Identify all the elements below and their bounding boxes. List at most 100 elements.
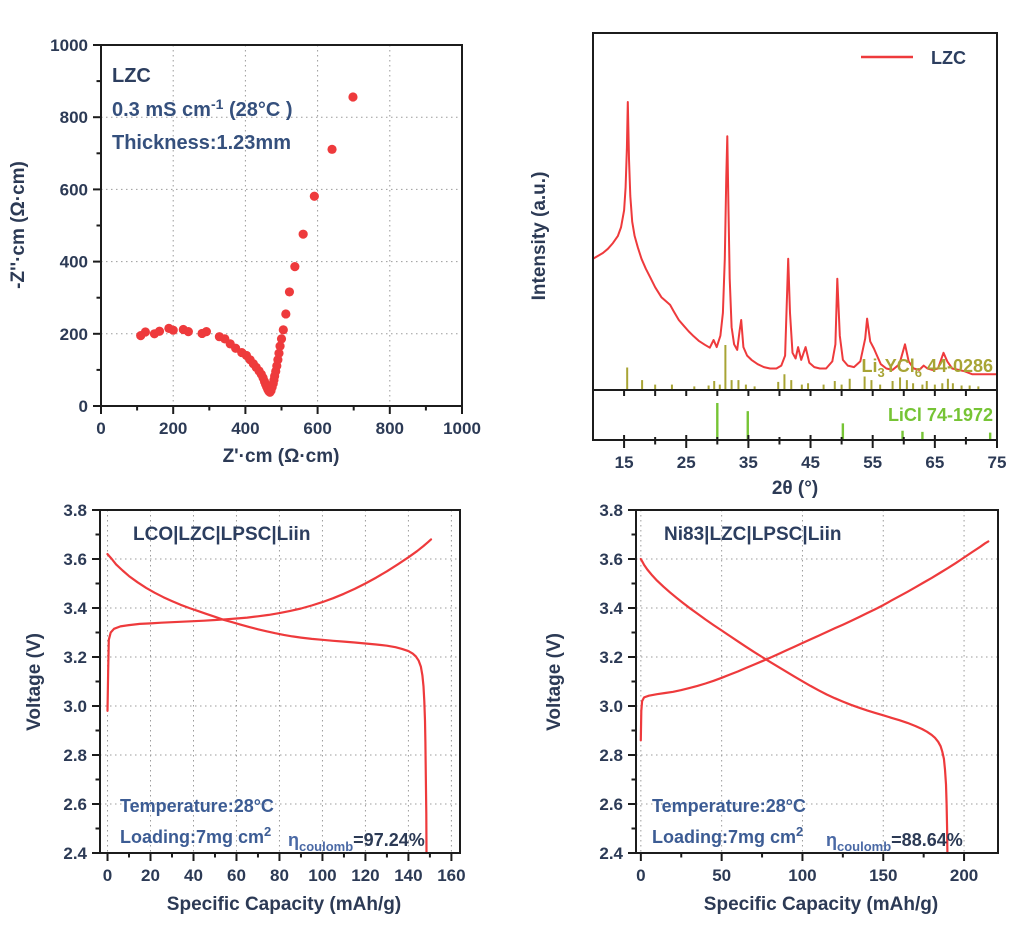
thickness-label: Thickness:1.23mm <box>112 132 291 154</box>
y-tick-label: 800 <box>60 108 88 127</box>
x-tick-label: 100 <box>308 866 336 885</box>
panel-eis-nyquist-plot: 0 200 400 600 800 1000 0 200 400 600 800 1000 Z'·cm … <box>8 36 481 467</box>
x-axis-ticks <box>639 853 966 861</box>
x-tick-label: 140 <box>394 866 422 885</box>
x-tick-label: 160 <box>437 866 465 885</box>
y-tick-label: 3.4 <box>63 599 87 618</box>
discharge-curve <box>106 553 428 855</box>
x-tick-label: 20 <box>141 866 160 885</box>
y-tick-label: 3.0 <box>63 697 87 716</box>
x-axis-title: Z'·cm (Ω·cm) <box>223 446 340 467</box>
data-point <box>281 309 291 319</box>
discharge-curve <box>639 557 949 855</box>
x-axis-title: Specific Capacity (mAh/g) <box>167 894 401 915</box>
y-tick-label: 3.6 <box>63 550 87 569</box>
charge-curve <box>106 538 433 712</box>
x-tick-label: 120 <box>351 866 379 885</box>
x-tick-label: 40 <box>184 866 203 885</box>
x-tick-label: 65 <box>925 453 944 472</box>
y-tick-label: 600 <box>60 180 88 199</box>
data-point <box>168 325 178 335</box>
y-tick-label: 0 <box>79 397 88 416</box>
y-tick-label: 3.2 <box>599 648 623 667</box>
legend-label: LZC <box>931 48 966 68</box>
coulombic-efficiency-label: ηcoulomb=97.24% <box>288 830 425 854</box>
sample-label: LZC <box>112 65 151 87</box>
x-tick-label: 55 <box>863 453 882 472</box>
loading-label: Loading:7mg cm2 <box>652 824 803 847</box>
charge-curve <box>639 540 990 742</box>
data-point <box>201 327 212 337</box>
x-tick-label: 200 <box>159 419 187 438</box>
data-point <box>276 334 287 344</box>
x-tick-label: 0 <box>636 866 645 885</box>
data-point <box>154 326 165 336</box>
panel-ni83-voltage-capacity: 0 50 100 150 200 2.4 2.6 2.8 3.0 3.2 3.4 3.6 3.8 Spec… <box>544 501 999 915</box>
grid-lines <box>100 510 460 853</box>
eis-scatter-series <box>136 92 358 397</box>
x-tick-label: 100 <box>788 866 816 885</box>
coulombic-efficiency-label: ηcoulomb=88.64% <box>826 830 963 854</box>
x-tick-label: 0 <box>103 866 112 885</box>
data-point <box>348 92 358 102</box>
x-tick-label: 35 <box>739 453 758 472</box>
y-tick-label: 400 <box>60 253 88 272</box>
x-tick-label: 200 <box>950 866 978 885</box>
y-tick-label: 1000 <box>50 36 88 55</box>
y-axis-ticks <box>628 509 636 854</box>
reference-label-li3ycl6: Li3YCl6 44-0286 <box>861 356 993 380</box>
y-tick-label: 2.8 <box>63 746 87 765</box>
x-tick-label: 600 <box>303 419 331 438</box>
x-tick-label: 45 <box>801 453 820 472</box>
conductivity-label: 0.3 mS cm-1 (28°C ) <box>112 96 293 121</box>
data-point <box>298 229 308 239</box>
x-tick-label: 400 <box>231 419 259 438</box>
y-tick-label: 200 <box>60 325 88 344</box>
x-axis-title: 2θ (°) <box>772 478 818 499</box>
y-tick-label: 2.4 <box>63 844 87 863</box>
y-axis-title: Intensity (a.u.) <box>529 172 550 301</box>
data-point <box>274 348 284 358</box>
cell-stack-title: LCO|LZC|LPSC|Liin <box>133 524 310 545</box>
x-axis-title: Specific Capacity (mAh/g) <box>704 894 938 915</box>
y-tick-label: 3.8 <box>63 501 87 520</box>
data-point <box>327 144 337 154</box>
plot-frame <box>592 32 998 391</box>
y-tick-label: 2.6 <box>599 795 623 814</box>
reference-strip-frame <box>592 389 998 441</box>
data-point <box>275 341 285 351</box>
divider-ticks <box>623 390 967 396</box>
x-tick-label: 60 <box>227 866 246 885</box>
y-axis-title: Voltage (V) <box>544 633 565 731</box>
x-tick-label: 1000 <box>443 419 481 438</box>
data-point <box>290 262 300 272</box>
y-tick-label: 3.6 <box>599 550 623 569</box>
xrd-trace <box>592 101 997 376</box>
data-point <box>309 191 319 201</box>
x-tick-label: 80 <box>270 866 289 885</box>
grid-lines <box>636 510 998 853</box>
temperature-label: Temperature:28°C <box>652 796 806 816</box>
data-point <box>183 327 193 337</box>
x-tick-label: 25 <box>677 453 696 472</box>
y-axis-ticks <box>92 509 100 854</box>
x-axis-ticks <box>100 406 463 414</box>
x-tick-label: 50 <box>712 866 731 885</box>
y-axis-title: Voltage (V) <box>24 633 45 731</box>
y-tick-label: 3.0 <box>599 697 623 716</box>
data-point <box>284 287 295 297</box>
y-tick-label: 3.2 <box>63 648 87 667</box>
loading-label: Loading:7mg cm2 <box>120 824 271 847</box>
y-tick-label: 2.4 <box>599 844 623 863</box>
y-tick-label: 3.8 <box>599 501 623 520</box>
x-tick-label: 75 <box>988 453 1007 472</box>
y-tick-label: 2.8 <box>599 746 623 765</box>
panel-lco-voltage-capacity: 0 20 40 60 80 100 120 140 160 2.4 2.6 2.8 3.0 3.2 3.4 3… <box>24 501 466 915</box>
x-tick-label: 800 <box>376 419 404 438</box>
data-point <box>278 325 288 335</box>
reference-label-licl: LiCl 74-1972 <box>888 405 993 425</box>
y-axis-title: -Z''·cm (Ω·cm) <box>8 161 29 289</box>
y-tick-label: 2.6 <box>63 795 87 814</box>
x-tick-label: 15 <box>615 453 634 472</box>
